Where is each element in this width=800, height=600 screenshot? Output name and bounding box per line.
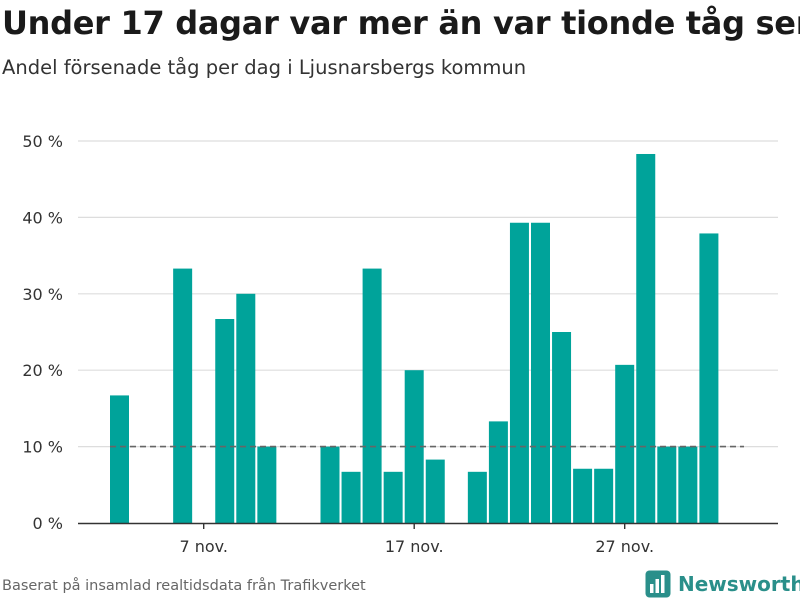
bar [488,421,508,523]
bar [341,471,361,523]
chart-subtitle: Andel försenade tåg per dag i Ljusnarsbe… [2,56,527,79]
bar [257,446,277,523]
y-tick-label: 20 % [22,361,63,380]
bar [215,319,235,523]
x-tick-label: 17 nov. [385,537,444,556]
bar-chart: 0 % 10 % 20 % 30 % 40 % 50 % 7 nov. 17 nov. 27 n… [22,132,778,556]
bar [594,468,614,523]
brand-name: Newsworthy [678,572,800,596]
bar-chart-logo-icon [645,570,671,598]
bar [615,364,635,523]
bar [383,471,403,523]
source-note: Baserat på insamlad realtidsdata från Tr… [2,578,366,594]
chart-title: Under 17 dagar var mer än var tionde tåg… [2,4,800,42]
y-tick-label: 10 % [22,438,63,457]
y-tick-label: 30 % [22,285,63,304]
axes: 0 % 10 % 20 % 30 % 40 % 50 % 7 nov. 17 nov. 27 n… [22,132,778,556]
bars [110,153,719,524]
bar [678,446,698,523]
y-tick-label: 50 % [22,132,63,151]
bar [636,153,656,523]
y-tick-label: 40 % [22,208,63,227]
y-tick-label: 0 % [33,514,63,533]
bar [699,233,719,523]
bar [657,446,677,523]
bar [425,459,445,523]
bar [236,293,256,523]
bar [509,222,529,524]
bar [573,468,593,523]
bar [467,471,487,523]
bar [110,395,129,523]
x-tick-label: 27 nov. [595,537,654,556]
bar [173,268,193,523]
brand-logo: Newsworthy [645,569,800,599]
bar [320,446,340,523]
bar [552,332,572,523]
x-tick-label: 7 nov. [179,537,228,556]
bar [362,268,382,523]
bar [531,222,550,524]
